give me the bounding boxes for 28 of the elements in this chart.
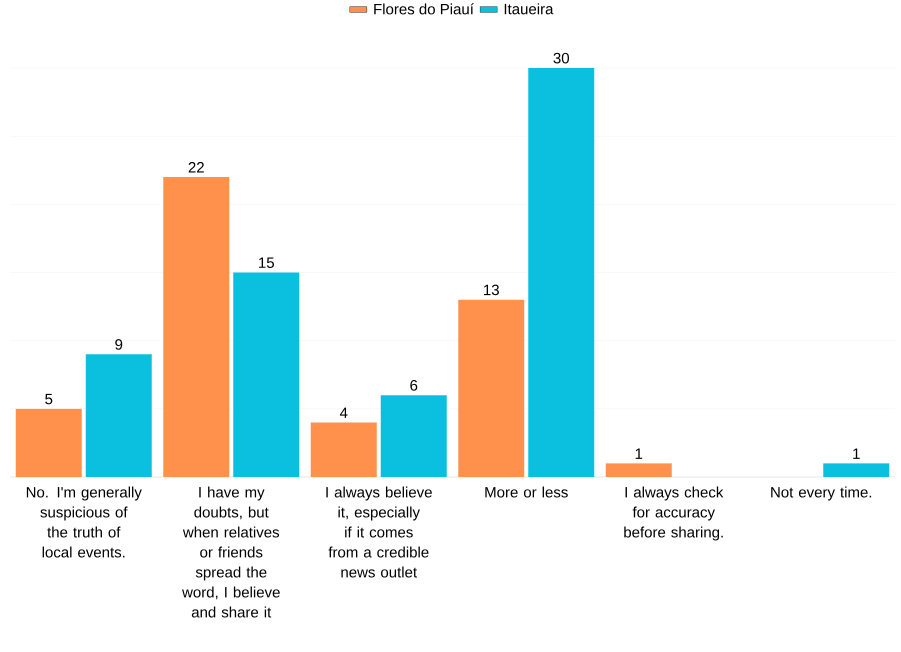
bar — [458, 300, 524, 477]
bar — [380, 395, 447, 477]
legend-label: Itaueira — [504, 3, 554, 14]
x-tick-label: I always believe it, especially if it comes from a credible news outlet — [326, 486, 432, 578]
data-label: 30 — [553, 52, 569, 64]
x-tick-label: I have my doubts, but when relatives or friends spread the word, I believe and share it — [182, 486, 280, 618]
x-tick-label: No. I'm generally suspicious of the truth of local events. — [26, 486, 142, 558]
data-label: 1 — [853, 448, 860, 459]
data-label: 1 — [636, 448, 642, 459]
data-label: 5 — [45, 394, 52, 404]
bar — [233, 272, 300, 477]
x-tick-label: I always check for accuracy before sharing. — [624, 486, 724, 540]
bar — [310, 422, 377, 477]
data-label: 4 — [340, 408, 348, 418]
data-label: 9 — [115, 339, 122, 350]
legend-label: Flores do Piauí — [374, 3, 474, 14]
bar — [163, 177, 230, 477]
bar — [606, 463, 672, 477]
bar — [86, 354, 152, 477]
x-tick-label: Not every time. — [771, 486, 872, 500]
bar — [823, 463, 890, 477]
data-label: 22 — [188, 162, 204, 173]
bar — [16, 408, 82, 477]
bar — [528, 68, 594, 477]
data-label: 15 — [259, 257, 274, 268]
x-tick-label: More or less — [485, 486, 568, 498]
data-label: 6 — [410, 380, 418, 391]
data-label: 13 — [484, 284, 499, 296]
